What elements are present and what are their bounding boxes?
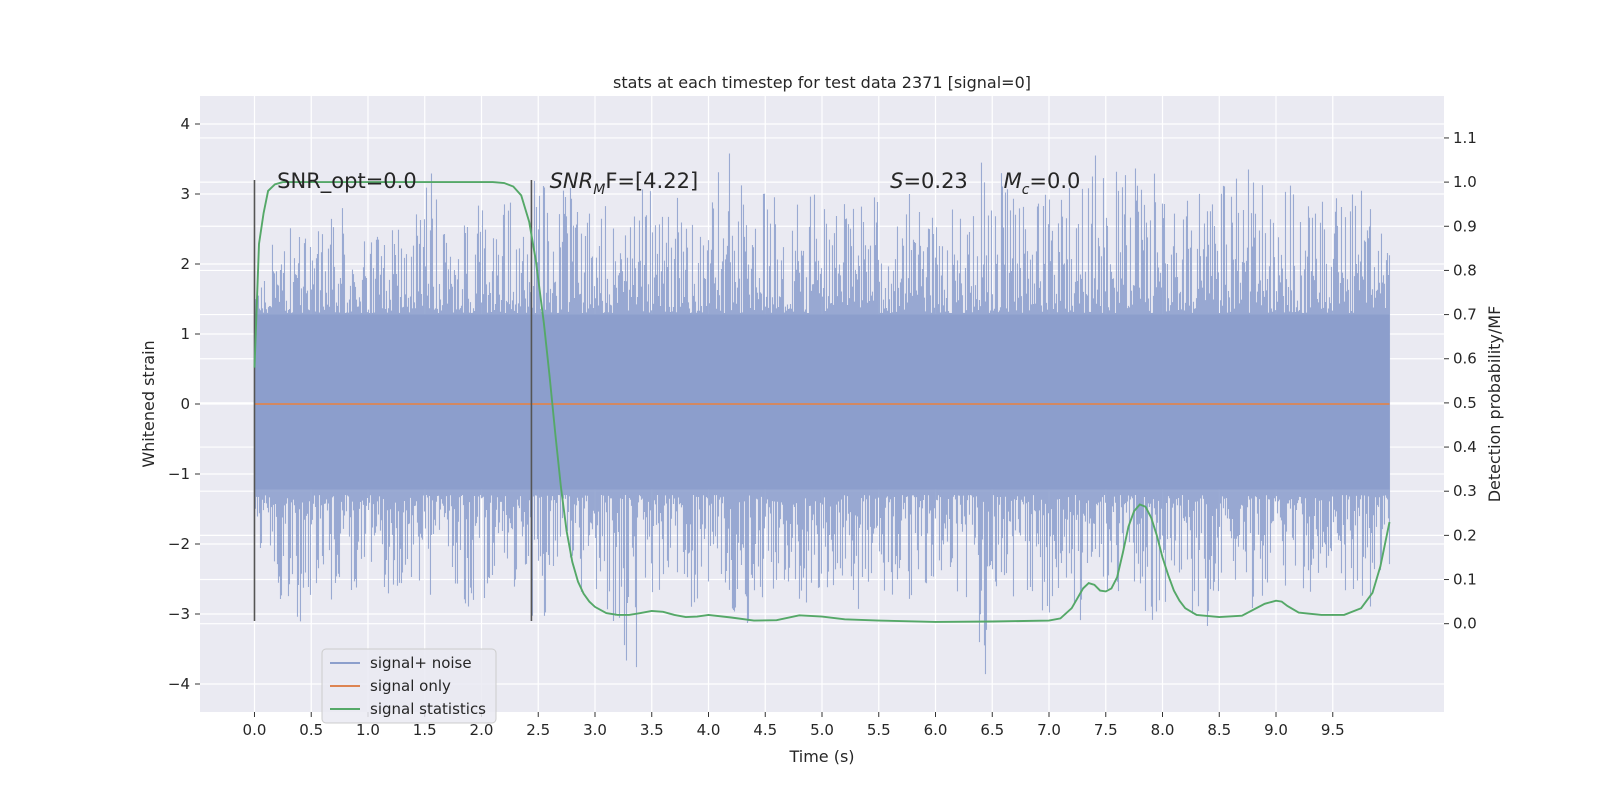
annotation-rest: =0.0 — [1029, 169, 1080, 193]
legend-frame — [321, 648, 497, 724]
y-right-tick-label: 1.0 — [1453, 173, 1477, 191]
x-tick-label: 4.5 — [753, 721, 777, 739]
y-left-axis-label: Whitened strain — [139, 340, 158, 467]
x-tick-label: 0.0 — [243, 721, 267, 739]
chart-title: stats at each timestep for test data 237… — [613, 73, 1031, 92]
y-right-axis-ticks: 1.1 1.0 0.9 0.8 0.7 0.6 0.5 0.4 0.3 0.2 0.1 0.0 — [1444, 129, 1477, 633]
x-tick-label: 2.5 — [526, 721, 550, 739]
annotation-text: S=0.23 — [890, 169, 968, 193]
legend-label-signal-statistics: signal statistics — [370, 700, 486, 718]
y-right-tick-label: 0.4 — [1453, 438, 1477, 456]
annotation-text: SNRMF=[4.22] — [550, 169, 699, 198]
x-tick-label: 1.5 — [413, 721, 437, 739]
y-left-tick-label: 3 — [180, 185, 190, 203]
annotation-rest: F=[4.22] — [605, 169, 698, 193]
y-right-tick-label: 0.2 — [1453, 526, 1477, 544]
y-left-tick-label: 0 — [180, 395, 190, 413]
x-axis-label: Time (s) — [788, 747, 854, 766]
signal-plus-noise-series — [253, 153, 1391, 675]
annotation-main: SNR_opt=0.0 — [277, 169, 417, 194]
x-tick-label: 3.5 — [640, 721, 664, 739]
x-tick-label: 6.0 — [924, 721, 948, 739]
x-tick-label: 9.0 — [1264, 721, 1288, 739]
y-right-tick-label: 0.6 — [1453, 350, 1477, 368]
y-left-tick-label: −4 — [168, 675, 190, 693]
annotations: SNR_opt=0.0 SNRMF=[4.22] S=0.23 Mc=0.0 — [277, 169, 1080, 198]
x-tick-label: 5.0 — [810, 721, 834, 739]
y-right-tick-label: 1.1 — [1453, 129, 1477, 147]
x-tick-label: 6.5 — [980, 721, 1004, 739]
x-tick-label: 3.0 — [583, 721, 607, 739]
annotation-subscript: c — [1022, 182, 1030, 198]
x-tick-label: 5.5 — [867, 721, 891, 739]
x-tick-label: 9.5 — [1321, 721, 1345, 739]
annotation-value: =0.23 — [903, 169, 967, 193]
annotation-symbol: S — [890, 169, 903, 193]
x-tick-label: 8.0 — [1151, 721, 1175, 739]
y-right-tick-label: 0.1 — [1453, 571, 1477, 589]
legend-label-signal-only: signal only — [370, 677, 451, 695]
y-left-axis-ticks: 4 3 2 1 0 −1 −2 −3 −4 — [168, 115, 200, 693]
vertical-markers — [253, 180, 533, 621]
x-tick-label: 1.0 — [356, 721, 380, 739]
x-tick-label: 2.0 — [470, 721, 494, 739]
legend: signal+ noise signal only signal statist… — [321, 648, 497, 724]
y-right-tick-label: 0.8 — [1453, 261, 1477, 279]
y-right-tick-label: 0.9 — [1453, 217, 1477, 235]
legend-label-signal-plus-noise: signal+ noise — [370, 654, 472, 672]
signal-statistics-series — [253, 181, 1391, 623]
y-right-tick-label: 0.7 — [1453, 306, 1477, 324]
x-tick-label: 7.0 — [1037, 721, 1061, 739]
y-right-tick-label: 0.5 — [1453, 394, 1477, 412]
y-right-tick-label: 0.3 — [1453, 482, 1477, 500]
x-tick-label: 0.5 — [299, 721, 323, 739]
y-left-tick-label: 2 — [180, 255, 190, 273]
y-left-tick-label: −1 — [168, 465, 190, 483]
x-tick-label: 8.5 — [1207, 721, 1231, 739]
y-left-tick-label: −2 — [168, 535, 190, 553]
y-left-tick-label: −3 — [168, 605, 190, 623]
annotation-text: SNR_opt=0.0 — [277, 169, 417, 194]
annotation-text: Mc=0.0 — [1004, 169, 1081, 198]
y-left-tick-label: 1 — [180, 325, 190, 343]
signal-statistics-line — [253, 181, 1391, 623]
y-right-tick-label: 0.0 — [1453, 615, 1477, 633]
y-left-tick-label: 4 — [180, 115, 190, 133]
annotation-subscript: M — [593, 182, 605, 198]
x-tick-label: 4.0 — [697, 721, 721, 739]
y-right-axis-label: Detection probability/MF — [1485, 306, 1504, 503]
annotation-main: M — [1004, 169, 1022, 193]
annotation-main: SNR — [550, 169, 594, 193]
x-tick-label: 7.5 — [1094, 721, 1118, 739]
